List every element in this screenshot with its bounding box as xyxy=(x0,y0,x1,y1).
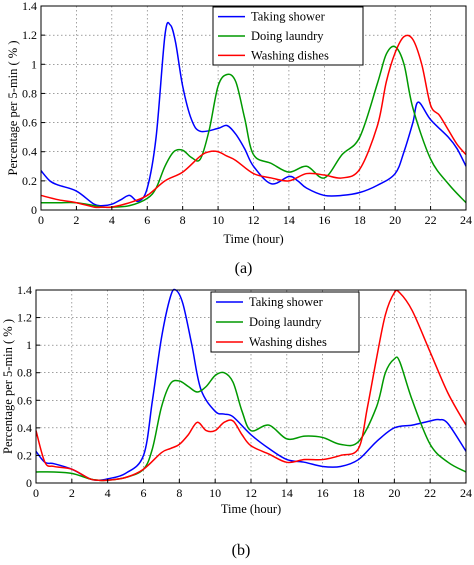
series-line-washing-dishes xyxy=(40,34,467,209)
x-tick-label: 12 xyxy=(245,486,257,500)
x-tick-label: 20 xyxy=(389,213,401,227)
y-tick-label: 1.4 xyxy=(22,0,37,13)
x-tick-label: 22 xyxy=(425,213,437,227)
x-tick-label: 4 xyxy=(105,486,111,500)
chart-panel-b: 0 2 4 6 8 10 12 14 16 18 20 22 2400.20.40.60.811.21.… xyxy=(1,283,472,559)
series-line-doing-laundry xyxy=(41,45,467,209)
y-tick-label: 0.6 xyxy=(17,393,32,407)
y-tick-label: 0 xyxy=(31,203,37,217)
chart-panel-a: 0 2 4 6 8 10 12 14 16 18 20 22 2400.20.40.60.811.21.… xyxy=(6,0,472,277)
y-tick-label: 1 xyxy=(31,57,37,71)
x-tick-label: 6 xyxy=(144,213,150,227)
y-tick-label: 0.2 xyxy=(17,448,32,462)
y-tick-label: 0 xyxy=(26,476,32,490)
y-axis-label: Percentage per 5-min ( % ) xyxy=(6,40,20,175)
x-tick-label: 14 xyxy=(283,213,295,227)
legend-entry: Taking shower xyxy=(249,295,324,309)
y-tick-label: 0.4 xyxy=(22,145,37,159)
y-tick-label: 0.6 xyxy=(22,116,37,130)
x-axis-label: Time (hour) xyxy=(223,232,283,246)
series-line-taking-shower xyxy=(40,21,467,207)
x-tick-label: 4 xyxy=(109,213,115,227)
x-tick-label: 6 xyxy=(141,486,147,500)
x-tick-label: 10 xyxy=(209,486,221,500)
x-tick-label: 16 xyxy=(318,213,330,227)
legend: Taking shower Doing laundry Washing dishes xyxy=(212,6,364,66)
x-tick-label: 0 xyxy=(33,486,39,500)
panel-label: (a) xyxy=(235,260,253,277)
legend-entry: Washing dishes xyxy=(249,335,327,349)
x-tick-label: 24 xyxy=(460,486,472,500)
legend-entry: Doing laundry xyxy=(249,315,322,329)
x-axis-label: Time (hour) xyxy=(221,502,281,516)
legend: Taking shower Doing laundry Washing dishes xyxy=(210,291,360,353)
y-tick-label: 1.2 xyxy=(17,311,32,325)
y-tick-label: 1 xyxy=(26,338,32,352)
x-tick-label: 24 xyxy=(460,213,472,227)
y-tick-label: 0.4 xyxy=(17,421,32,435)
x-tick-label: 8 xyxy=(176,486,182,500)
x-tick-label: 12 xyxy=(248,213,260,227)
x-tick-label: 16 xyxy=(317,486,329,500)
panel-label: (b) xyxy=(232,542,251,559)
x-tick-label: 0 xyxy=(38,213,44,227)
series-line-washing-dishes xyxy=(35,289,467,482)
x-tick-label: 22 xyxy=(424,486,436,500)
x-tick-label: 2 xyxy=(69,486,75,500)
y-tick-label: 1.2 xyxy=(22,28,37,42)
legend-entry: Doing laundry xyxy=(251,29,324,43)
x-tick-label: 20 xyxy=(388,486,400,500)
y-axis-label: Percentage per 5-min ( % ) xyxy=(1,319,15,454)
x-tick-label: 18 xyxy=(353,486,365,500)
legend-entry: Taking shower xyxy=(251,10,326,24)
y-tick-label: 0.8 xyxy=(17,366,32,380)
legend-entry: Washing dishes xyxy=(251,48,329,62)
y-tick-label: 0.2 xyxy=(22,174,37,188)
x-tick-label: 8 xyxy=(180,213,186,227)
x-tick-label: 14 xyxy=(281,486,293,500)
y-tick-label: 0.8 xyxy=(22,86,37,100)
x-tick-label: 2 xyxy=(73,213,79,227)
y-tick-label: 1.4 xyxy=(17,283,32,297)
x-tick-label: 10 xyxy=(212,213,224,227)
x-tick-label: 18 xyxy=(354,213,366,227)
